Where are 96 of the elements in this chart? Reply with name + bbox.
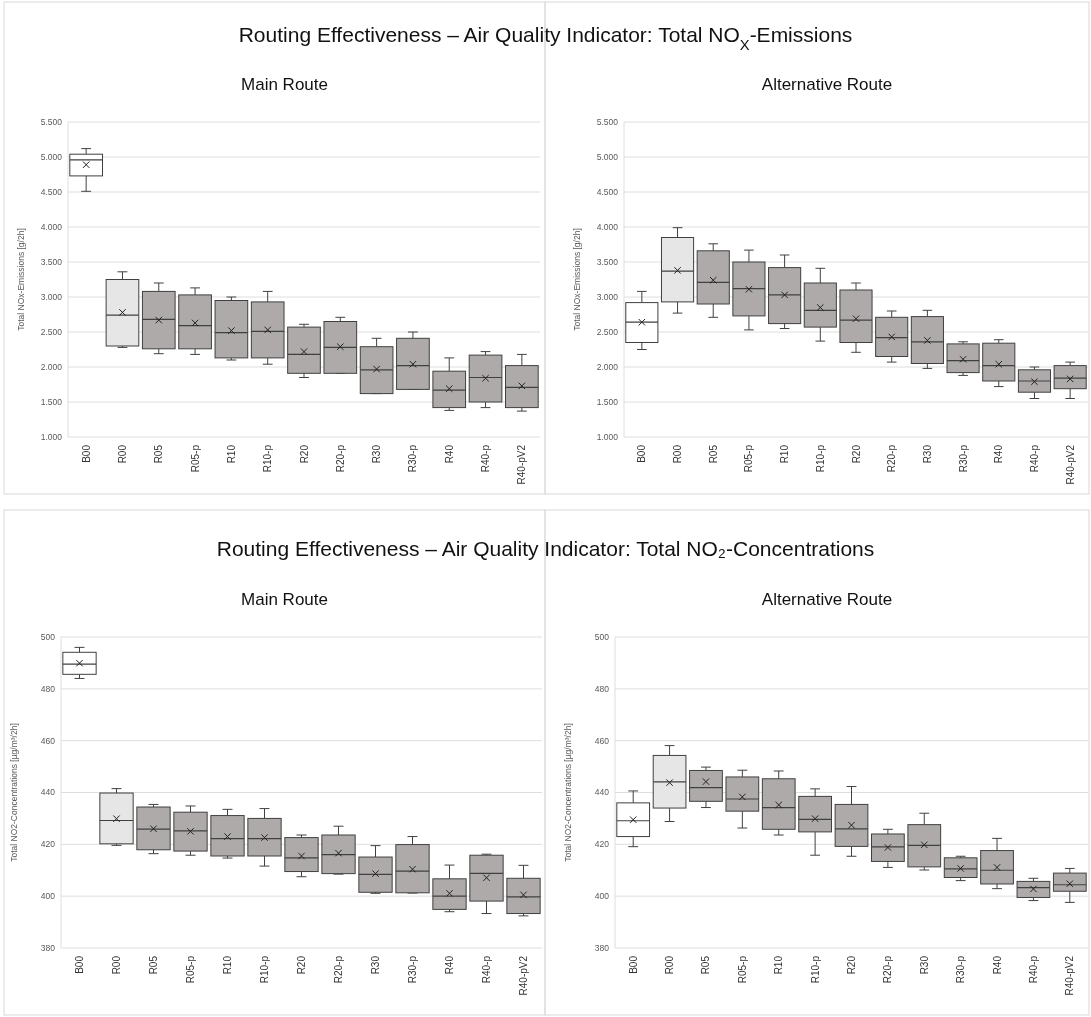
x-tick-label: R20-p — [333, 955, 344, 984]
y-tick-label: 5.000 — [596, 151, 619, 162]
x-tick-label: B00 — [636, 444, 648, 463]
x-tick-label: R10 — [222, 955, 233, 975]
x-tick-label: R05 — [700, 955, 712, 975]
x-tick-label: R30 — [918, 955, 930, 975]
x-tick-label: R20-p — [334, 444, 346, 473]
y-tick-label: 380 — [40, 942, 56, 953]
x-tick-label: R30 — [371, 444, 383, 464]
x-tick-label: R10-p — [262, 444, 274, 473]
x-tick-label: R40-p — [1028, 444, 1040, 473]
y-tick-label: 2.000 — [40, 361, 63, 372]
x-tick-label: R05-p — [189, 444, 201, 473]
y-tick-label: 1.000 — [596, 431, 619, 442]
y-tick-label: 3.500 — [40, 256, 63, 267]
y-tick-label: 420 — [594, 839, 610, 850]
x-tick-label: R30-p — [407, 444, 419, 473]
x-tick-label: R20 — [296, 955, 307, 975]
x-tick-label: R10 — [225, 444, 237, 464]
x-tick-label: R30 — [370, 955, 381, 975]
x-tick-label: R00 — [664, 955, 676, 975]
x-tick-label: R10 — [779, 444, 791, 464]
x-tick-label: R30 — [921, 444, 933, 464]
x-tick-label: R40-p — [1027, 955, 1039, 984]
x-tick-label: R40-p — [480, 444, 492, 473]
y-axis-title: Total NOx-Emissions [g/2h] — [572, 228, 582, 331]
y-tick-label: 400 — [40, 891, 56, 902]
y-tick-label: 480 — [40, 683, 56, 694]
y-tick-label: 500 — [594, 631, 610, 642]
x-tick-label: R05 — [153, 444, 165, 464]
y-tick-label: 2.500 — [40, 326, 63, 337]
y-tick-label: 4.500 — [596, 186, 619, 197]
y-tick-label: 5.500 — [40, 116, 63, 127]
x-tick-label: R40-p — [481, 955, 492, 984]
y-axis-title: Total NO2-Concentrations [µg/m³/2h] — [563, 723, 573, 862]
x-tick-label: R40-pV2 — [516, 444, 528, 485]
y-tick-label: 440 — [594, 787, 610, 798]
y-tick-label: 3.500 — [596, 256, 619, 267]
x-tick-label: R05 — [707, 444, 719, 464]
chart-title: Routing Effectiveness – Air Quality Indicator: Total NO$_{X}$-Emissions — [238, 23, 853, 53]
x-tick-label: R10 — [773, 955, 785, 975]
x-tick-label: R20-p — [882, 955, 894, 984]
y-tick-label: 420 — [40, 839, 56, 850]
y-axis-title: Total NO2-Concentrations [µg/m³/2h] — [9, 723, 19, 862]
x-tick-label: R05 — [148, 955, 159, 975]
x-tick-label: R10-p — [259, 955, 270, 984]
y-tick-label: 3.000 — [40, 291, 63, 302]
x-tick-label: B00 — [80, 444, 92, 463]
x-tick-label: R20 — [298, 444, 310, 464]
x-tick-label: R10-p — [809, 955, 821, 984]
x-tick-label: R20-p — [886, 444, 898, 473]
x-tick-label: R40 — [993, 444, 1005, 464]
y-tick-label: 4.500 — [40, 186, 63, 197]
y-tick-label: 1.000 — [40, 431, 63, 442]
y-tick-label: 5.000 — [40, 151, 63, 162]
y-tick-label: 400 — [594, 891, 610, 902]
x-tick-label: R00 — [111, 955, 122, 975]
x-tick-label: R00 — [672, 444, 684, 464]
x-tick-label: R20 — [846, 955, 857, 975]
x-tick-label: R00 — [116, 444, 128, 464]
chart-subtitle: Alternative Route — [761, 75, 893, 94]
y-tick-label: 3.000 — [596, 291, 619, 302]
x-tick-label: R40 — [443, 444, 455, 464]
x-tick-label: R20 — [850, 444, 862, 464]
y-tick-label: 440 — [40, 787, 56, 798]
x-tick-label: R40-pV2 — [518, 955, 529, 996]
x-tick-label: R40-pV2 — [1064, 444, 1076, 485]
x-tick-label: R30-p — [407, 955, 418, 984]
chart-title: Routing Effectiveness – Air Quality Indicator: Total NO₂-Concentrations — [216, 537, 875, 560]
x-tick-label: R05-p — [736, 955, 748, 984]
y-tick-label: 2.000 — [596, 361, 619, 372]
x-tick-label: R05-p — [185, 955, 196, 984]
y-tick-label: 4.000 — [40, 221, 63, 232]
y-tick-label: 4.000 — [596, 221, 619, 232]
y-tick-label: 2.500 — [596, 326, 619, 337]
x-tick-label: R10-p — [814, 444, 826, 473]
y-tick-label: 500 — [40, 631, 56, 642]
y-tick-label: 380 — [594, 942, 610, 953]
x-tick-label: R05-p — [743, 444, 755, 473]
y-tick-label: 1.500 — [40, 396, 63, 407]
x-tick-label: R40 — [444, 955, 455, 975]
x-tick-label: B00 — [74, 955, 85, 974]
y-tick-label: 480 — [594, 683, 610, 694]
x-tick-label: R30-p — [957, 444, 969, 473]
x-tick-label: B00 — [627, 955, 639, 974]
x-tick-label: R30-p — [955, 955, 967, 984]
x-tick-label: R40 — [991, 955, 1003, 975]
y-tick-label: 460 — [40, 735, 56, 746]
chart-subtitle: Main Route — [241, 75, 328, 94]
chart-subtitle: Alternative Route — [761, 590, 893, 609]
x-tick-label: R40-pV2 — [1064, 955, 1076, 996]
y-tick-label: 460 — [594, 735, 610, 746]
y-axis-title: Total NOx-Emissions [g/2h] — [16, 228, 26, 331]
chart-subtitle: Main Route — [241, 590, 328, 609]
y-tick-label: 1.500 — [596, 396, 619, 407]
y-tick-label: 5.500 — [596, 116, 619, 127]
